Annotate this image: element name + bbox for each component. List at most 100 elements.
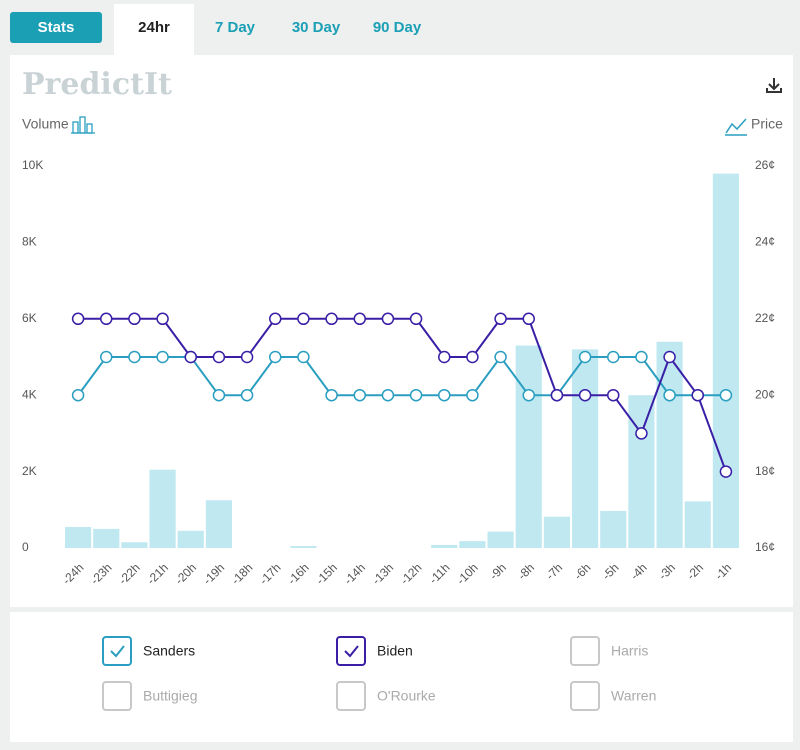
price-point[interactable] [494, 312, 507, 326]
y-tick-label: 4K [22, 387, 37, 401]
price-point[interactable] [381, 388, 395, 402]
legend-label[interactable]: O'Rourke [377, 688, 436, 704]
price-point[interactable] [212, 388, 226, 402]
volume-bar [600, 510, 627, 548]
price-point[interactable] [269, 312, 282, 326]
price-point[interactable] [100, 350, 113, 364]
price-point[interactable] [353, 388, 366, 402]
volume-bar [656, 341, 683, 548]
price-point[interactable] [409, 312, 423, 326]
price-point[interactable] [71, 388, 85, 402]
volume-bar [205, 500, 232, 548]
y2-tick-label: 20¢ [755, 387, 775, 401]
price-point[interactable] [128, 312, 141, 326]
y-tick-label: 10K [22, 158, 43, 172]
tab[interactable]: 7 Day [215, 19, 256, 36]
price-point[interactable] [409, 388, 423, 402]
price-point[interactable] [719, 388, 733, 402]
checkbox[interactable] [570, 681, 600, 711]
legend-label[interactable]: Sanders [143, 643, 195, 659]
volume-bar [712, 173, 739, 548]
price-point[interactable] [212, 350, 226, 364]
price-point[interactable] [578, 388, 592, 402]
price-point[interactable] [607, 350, 620, 364]
price-point[interactable] [607, 388, 620, 402]
volume-bar [459, 541, 486, 548]
price-point[interactable] [578, 350, 592, 364]
price-point[interactable] [550, 388, 564, 402]
stats-label: Stats [38, 19, 75, 36]
checkbox[interactable] [570, 636, 600, 666]
volume-bar [121, 542, 148, 548]
price-point[interactable] [719, 465, 733, 478]
checkbox[interactable] [102, 636, 132, 666]
tab[interactable]: 30 Day [292, 19, 341, 36]
price-point[interactable] [381, 312, 395, 326]
legend-panel [10, 612, 793, 742]
legend-label[interactable]: Warren [611, 688, 656, 704]
volume-bar [431, 544, 458, 548]
price-point[interactable] [100, 312, 113, 326]
price-point[interactable] [297, 312, 310, 326]
price-point[interactable] [663, 350, 676, 364]
price-point[interactable] [353, 312, 366, 326]
volume-icon [71, 116, 95, 134]
price-point[interactable] [240, 350, 254, 364]
y-tick-label: 8K [22, 235, 37, 249]
y2-tick-label: 26¢ [755, 158, 775, 172]
y2-axis-label: Price [751, 116, 783, 132]
tab[interactable]: 24hr [138, 19, 170, 36]
price-point[interactable] [325, 388, 338, 402]
checkmark [344, 645, 359, 658]
volume-bar [572, 349, 599, 548]
volume-bar [628, 395, 655, 548]
price-line [78, 317, 727, 472]
volume-bar [487, 531, 514, 548]
price-point[interactable] [635, 427, 648, 440]
legend-label[interactable]: Buttigieg [143, 688, 197, 704]
price-point[interactable] [466, 350, 479, 364]
checkbox[interactable] [336, 681, 366, 711]
price-icon [725, 118, 747, 136]
tab[interactable]: 90 Day [373, 19, 422, 36]
volume-bar [65, 526, 92, 548]
price-point[interactable] [691, 388, 704, 402]
price-point[interactable] [240, 388, 254, 402]
price-point[interactable] [522, 388, 535, 402]
price-point[interactable] [269, 350, 282, 364]
price-point[interactable] [522, 312, 535, 326]
volume-bar [684, 501, 711, 548]
price-point[interactable] [438, 350, 451, 364]
price-point[interactable] [438, 388, 451, 402]
legend-label[interactable]: Harris [611, 643, 648, 659]
volume-bar [149, 469, 176, 548]
y2-tick-label: 18¢ [755, 464, 775, 478]
volume-bar [515, 345, 542, 548]
checkmark [110, 645, 125, 658]
legend-label[interactable]: Biden [377, 643, 413, 659]
price-point[interactable] [156, 312, 169, 326]
price-point[interactable] [156, 350, 169, 364]
price-point[interactable] [128, 350, 141, 364]
volume-bar [93, 528, 120, 548]
stats-button[interactable] [10, 12, 102, 43]
price-point[interactable] [325, 312, 338, 326]
y-tick-label: 2K [22, 464, 37, 478]
price-point[interactable] [297, 350, 310, 364]
price-point[interactable] [466, 388, 479, 402]
price-point[interactable] [635, 350, 648, 364]
y-tick-label: 0 [22, 540, 29, 554]
price-point[interactable] [71, 312, 85, 326]
download-icon[interactable] [766, 78, 782, 93]
price-point[interactable] [663, 388, 676, 402]
price-point[interactable] [494, 350, 507, 364]
price-point[interactable] [184, 350, 197, 364]
y2-tick-label: 22¢ [755, 311, 775, 325]
checkbox[interactable] [102, 681, 132, 711]
tab-active [114, 4, 194, 56]
checkbox[interactable] [336, 636, 366, 666]
y-tick-label: 6K [22, 311, 37, 325]
y2-tick-label: 24¢ [755, 235, 775, 249]
